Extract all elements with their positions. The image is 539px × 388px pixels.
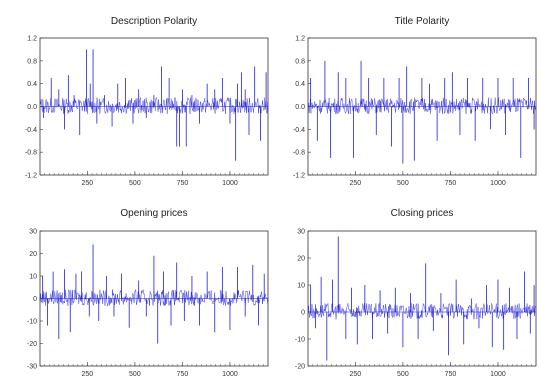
y-tick-label: -0.4 bbox=[25, 127, 37, 134]
chart-svg-closing-prices: Closing prices 30 20 10 0 -10 -20 250 500 750 1000 bbox=[295, 208, 537, 378]
y-tick-label: 0.8 bbox=[295, 58, 305, 65]
y-tick-label: -1.2 bbox=[25, 173, 37, 180]
series-noise-band bbox=[307, 302, 536, 320]
x-tick-label: 250 bbox=[82, 180, 94, 187]
x-tick-label: 750 bbox=[445, 371, 457, 378]
chart-opening-prices: Opening prices 30 20 10 0 -10 -20 -30 250 500 750 1… bbox=[0, 192, 270, 388]
y-tick-label: 0.4 bbox=[295, 81, 305, 88]
chart-title-polarity: Title Polarity 1.2 0.8 0.4 0.0 -0.4 -0.8 -1.2 25… bbox=[270, 0, 539, 197]
y-tick-label: -10 bbox=[27, 319, 37, 326]
y-tick-label: 0.8 bbox=[27, 58, 37, 65]
x-tick-label: 1000 bbox=[490, 371, 506, 378]
x-tick-label: 250 bbox=[82, 371, 94, 378]
chart-svg-title-polarity: Title Polarity 1.2 0.8 0.4 0.0 -0.4 -0.8 -1.2 25… bbox=[293, 16, 537, 187]
y-tick-label: 0 bbox=[33, 296, 37, 303]
y-tick-label: -30 bbox=[27, 364, 37, 371]
y-tick-label: -10 bbox=[295, 337, 305, 344]
y-tick-label: 20 bbox=[297, 256, 305, 263]
chart-title: Opening prices bbox=[120, 208, 187, 219]
y-tick-label: 0 bbox=[301, 310, 305, 317]
chart-closing-prices: Closing prices 30 20 10 0 -10 -20 250 500 750 1000 bbox=[270, 192, 539, 388]
y-tick-label: -0.8 bbox=[293, 150, 305, 157]
y-tick-label: 0.4 bbox=[27, 81, 37, 88]
chart-title: Closing prices bbox=[391, 208, 454, 219]
y-tick-label: -0.8 bbox=[25, 150, 37, 157]
y-tick-label: 1.2 bbox=[295, 36, 305, 43]
x-tick-label: 1000 bbox=[490, 180, 506, 187]
chart-description-polarity: Description Polarity 1.2 0.8 0.4 0.0 -0.4 -0.8… bbox=[0, 0, 270, 197]
y-tick-label: 1.2 bbox=[27, 36, 37, 43]
x-tick-label: 500 bbox=[397, 371, 409, 378]
chart-title: Title Polarity bbox=[395, 16, 450, 27]
chart-title: Description Polarity bbox=[111, 16, 197, 27]
x-tick-label: 500 bbox=[397, 180, 409, 187]
x-tick-label: 250 bbox=[350, 180, 362, 187]
y-tick-label: 0.0 bbox=[295, 104, 305, 111]
x-tick-label: 1000 bbox=[222, 180, 238, 187]
y-tick-label: -1.2 bbox=[293, 173, 305, 180]
y-tick-label: -20 bbox=[27, 341, 37, 348]
x-tick-label: 250 bbox=[350, 371, 362, 378]
x-tick-label: 500 bbox=[129, 180, 141, 187]
x-tick-label: 750 bbox=[445, 180, 457, 187]
y-tick-label: 20 bbox=[29, 251, 37, 258]
chart-svg-opening-prices: Opening prices 30 20 10 0 -10 -20 -30 250 500 750 1… bbox=[27, 208, 269, 378]
chart-svg-description-polarity: Description Polarity 1.2 0.8 0.4 0.0 -0.4 -0.8… bbox=[25, 16, 269, 187]
y-tick-label: -20 bbox=[295, 364, 305, 371]
y-tick-label: 10 bbox=[29, 274, 37, 281]
y-tick-label: 30 bbox=[29, 229, 37, 236]
y-tick-label: 0.0 bbox=[27, 104, 37, 111]
y-tick-label: 10 bbox=[297, 283, 305, 290]
plot-frame bbox=[307, 230, 537, 367]
y-tick-label: 30 bbox=[297, 229, 305, 236]
y-tick-label: -0.4 bbox=[293, 127, 305, 134]
x-tick-label: 1000 bbox=[222, 371, 238, 378]
x-tick-label: 750 bbox=[177, 371, 189, 378]
x-tick-label: 500 bbox=[129, 371, 141, 378]
x-tick-label: 750 bbox=[177, 180, 189, 187]
